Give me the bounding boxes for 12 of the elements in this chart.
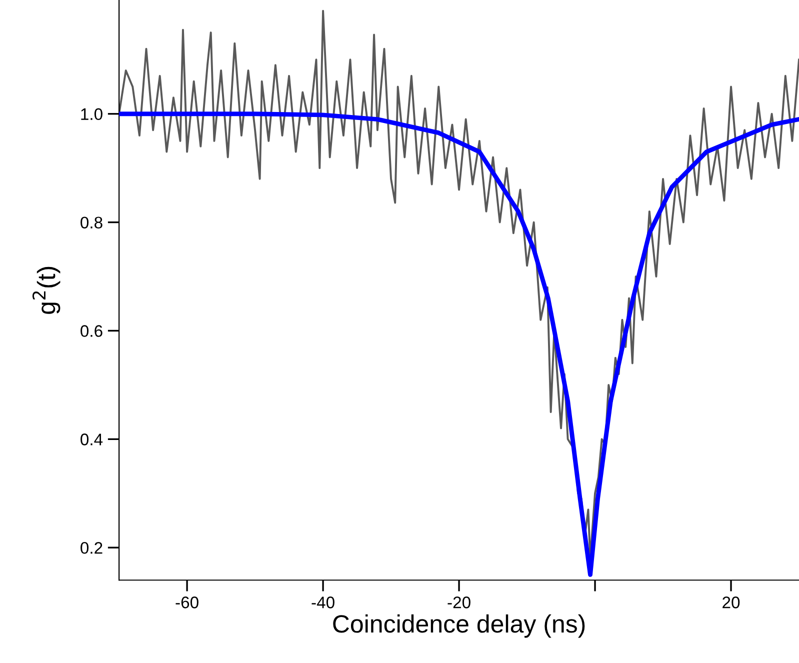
x-tick-label: -20: [448, 596, 470, 608]
x-tick-label: -40: [312, 596, 334, 608]
x-axis-title: Coincidence delay (ns): [333, 614, 585, 638]
y-axis-title: g$^{2}$(t): [32, 266, 60, 314]
y-tick-label: 0.2: [80, 542, 102, 554]
y-tick-label: 0.6: [80, 325, 102, 337]
y-tick-label: 0.8: [80, 216, 102, 228]
line-series: [119, 112, 799, 577]
x-tick-label: -60: [176, 596, 198, 608]
y-tick-label: 0.4: [80, 434, 103, 446]
y-tick-label: 1.0: [81, 108, 102, 120]
x-tick-label: 20: [722, 596, 740, 608]
